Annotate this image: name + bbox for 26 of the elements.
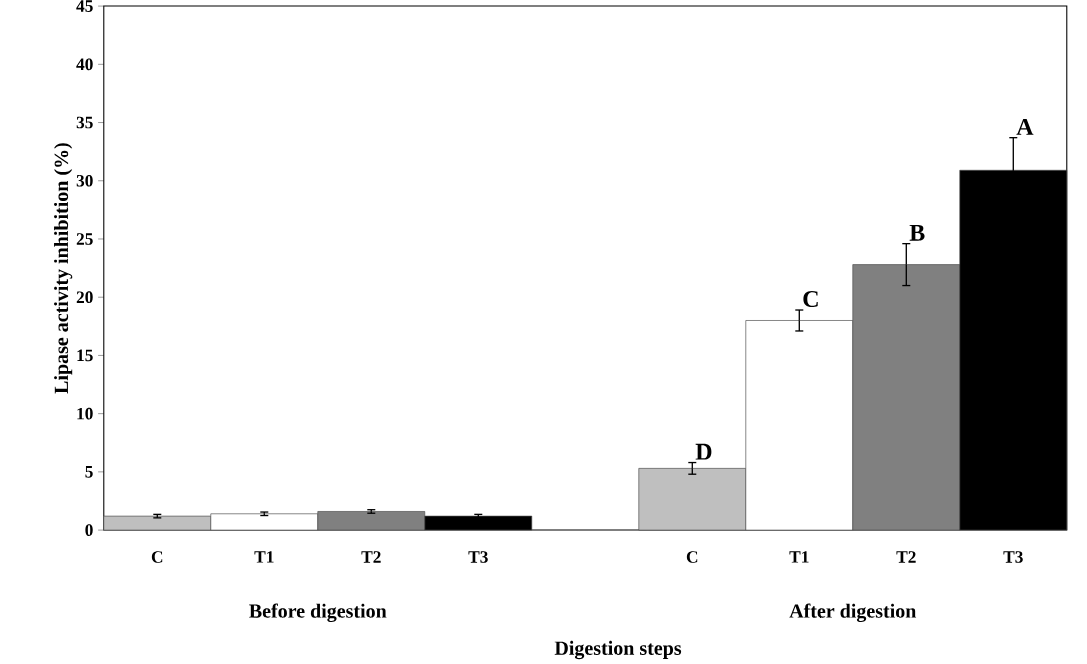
x-axis-title: Digestion steps (554, 640, 682, 660)
y-tick-label: 25 (76, 233, 93, 245)
data-label: A (1016, 118, 1034, 135)
x-tick-label: C (686, 551, 698, 563)
y-tick-label: 20 (76, 291, 93, 304)
x-tick-label: T3 (468, 551, 488, 563)
text: After digestion (789, 603, 917, 622)
y-tick-label: 35 (76, 116, 93, 129)
x-tick-label: T1 (789, 551, 809, 563)
y-tick-label: 40 (76, 58, 93, 71)
y-tick-label: 5 (85, 466, 93, 478)
data-label: D (695, 443, 712, 460)
data-label: C (803, 290, 818, 308)
x-tick-label: T2 (361, 551, 381, 563)
x-tick-label: C (151, 551, 163, 563)
y-tick-label: 45 (76, 0, 93, 12)
y-tick-label: 30 (76, 174, 93, 187)
x-tick-label: T2 (896, 551, 916, 563)
y-tick-label: 15 (77, 349, 93, 362)
text: Before digestion (249, 603, 387, 622)
y-axis-title: Lipase activity inhibition (%) (54, 143, 73, 394)
x-tick-label: T3 (1003, 551, 1023, 563)
x-tick-label: T1 (254, 551, 274, 563)
y-tick-label: 10 (77, 407, 93, 420)
y-tick-label: 0 (85, 524, 93, 536)
data-label: B (909, 224, 925, 241)
